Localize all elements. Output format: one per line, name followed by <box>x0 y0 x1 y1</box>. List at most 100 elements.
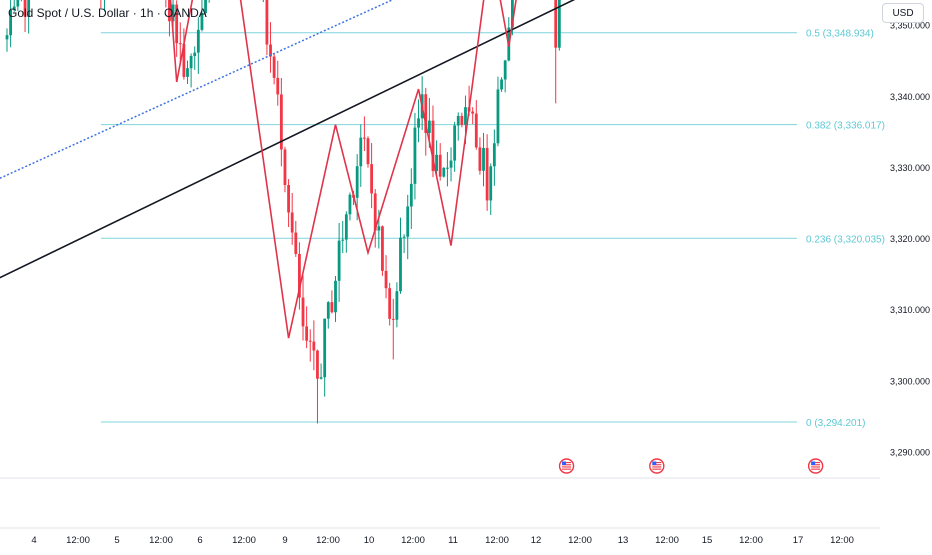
y-tick-label: 3,290.000 <box>890 447 930 457</box>
candle-body <box>341 239 345 241</box>
candle-body <box>301 297 305 327</box>
x-tick-label: 12 <box>531 535 542 546</box>
y-tick-label: 3,320.000 <box>890 234 930 244</box>
candle-body <box>557 0 561 48</box>
candle-body <box>485 147 489 201</box>
candle-body <box>474 113 478 148</box>
flag-stripe <box>652 464 662 466</box>
grid <box>0 477 880 529</box>
candle-body <box>438 154 442 177</box>
candle-body <box>204 0 207 14</box>
candle-body <box>381 226 384 271</box>
candle-body <box>298 253 301 298</box>
candle-body <box>175 4 179 44</box>
candle-body <box>402 236 406 238</box>
y-tick-label: 3,340.000 <box>890 92 930 102</box>
y-tick-label: 3,350.000 <box>890 21 930 31</box>
x-tick-label: 17 <box>793 535 804 546</box>
us-flag-icon <box>807 458 824 474</box>
pattern-drawing <box>169 0 517 339</box>
fib-retracement: 1 (3,403.668)0.786 (3,380.242)0.618 (3,3… <box>100 29 885 429</box>
candle-body <box>413 127 417 184</box>
fib-level-label: 0.5 (3,348.934) <box>806 29 874 40</box>
flag-stripe <box>562 468 572 470</box>
candle-body <box>276 77 280 95</box>
event-markers <box>558 458 824 474</box>
candle-body <box>503 60 507 80</box>
x-tick-label: 5 <box>114 535 119 546</box>
flag-stripe <box>811 464 821 466</box>
flag-canton <box>652 461 657 465</box>
candle-body <box>489 166 493 201</box>
fib-level-label: 0.236 (3,320.035) <box>806 234 885 245</box>
flag-stripe <box>562 462 572 464</box>
x-tick-label: 12:00 <box>830 535 854 546</box>
candle-body <box>446 167 449 169</box>
flag-stripe <box>562 464 572 466</box>
candle-body <box>323 318 327 378</box>
candle-body <box>196 29 200 53</box>
candle-body <box>406 206 410 237</box>
x-tick-label: 12:00 <box>66 535 90 546</box>
trendlines <box>0 0 576 279</box>
candle-body <box>355 166 359 198</box>
us-flag-icon <box>558 458 575 474</box>
flag-stripe <box>811 466 821 468</box>
candle-body <box>305 326 309 341</box>
x-tick-label: 11 <box>448 535 458 546</box>
candle-body <box>348 194 352 215</box>
us-flag-icon <box>649 458 665 474</box>
candle-body <box>359 137 363 167</box>
candle-body <box>200 13 204 30</box>
candle-body <box>182 43 186 77</box>
flag-ring <box>807 458 824 474</box>
candle-body <box>279 94 283 150</box>
x-tick-label: 12:00 <box>401 535 425 546</box>
candle-body <box>388 288 392 319</box>
flag-stripe <box>652 468 662 470</box>
candle-body <box>471 111 475 114</box>
x-tick-label: 13 <box>618 535 629 546</box>
candle-body <box>449 160 453 168</box>
flag-stripe <box>811 462 821 464</box>
candle-body <box>319 377 323 379</box>
candle-body <box>5 35 9 40</box>
fib-level-label: 0 (3,294.201) <box>806 418 866 429</box>
candle-body <box>500 79 503 90</box>
candle-body <box>482 147 485 171</box>
x-tick-label: 12:00 <box>149 535 173 546</box>
flag-canton <box>811 461 816 465</box>
candle-body <box>290 212 294 233</box>
x-tick-label: 12:00 <box>739 535 763 546</box>
candle-body <box>496 89 500 144</box>
candle-body <box>424 94 428 133</box>
candle-body <box>16 0 20 7</box>
currency-button[interactable]: USD <box>882 3 924 23</box>
candle-body <box>326 302 330 319</box>
candle-body <box>427 120 431 133</box>
candle-body <box>492 143 496 167</box>
candle-body <box>23 0 27 17</box>
x-tick-label: 12:00 <box>232 535 256 546</box>
candle-body <box>337 240 341 281</box>
candle-body <box>27 0 31 17</box>
candle-body <box>384 270 388 289</box>
candle-body <box>431 120 435 172</box>
x-tick-label: 12:00 <box>485 535 509 546</box>
candle-body <box>456 115 460 126</box>
x-tick-label: 6 <box>197 535 202 546</box>
candle-body <box>464 107 467 125</box>
candle-body <box>554 0 558 48</box>
candle-body <box>409 183 413 207</box>
candle-body <box>272 56 276 78</box>
candle-body <box>189 55 193 69</box>
candle-body <box>171 4 175 22</box>
flag-stripe <box>562 466 572 468</box>
candle-body <box>186 68 189 77</box>
flag-ring <box>558 458 575 474</box>
flag-stripe <box>652 462 662 464</box>
candle-body <box>287 185 290 213</box>
candle-body <box>417 118 420 128</box>
candle-body <box>453 125 457 161</box>
